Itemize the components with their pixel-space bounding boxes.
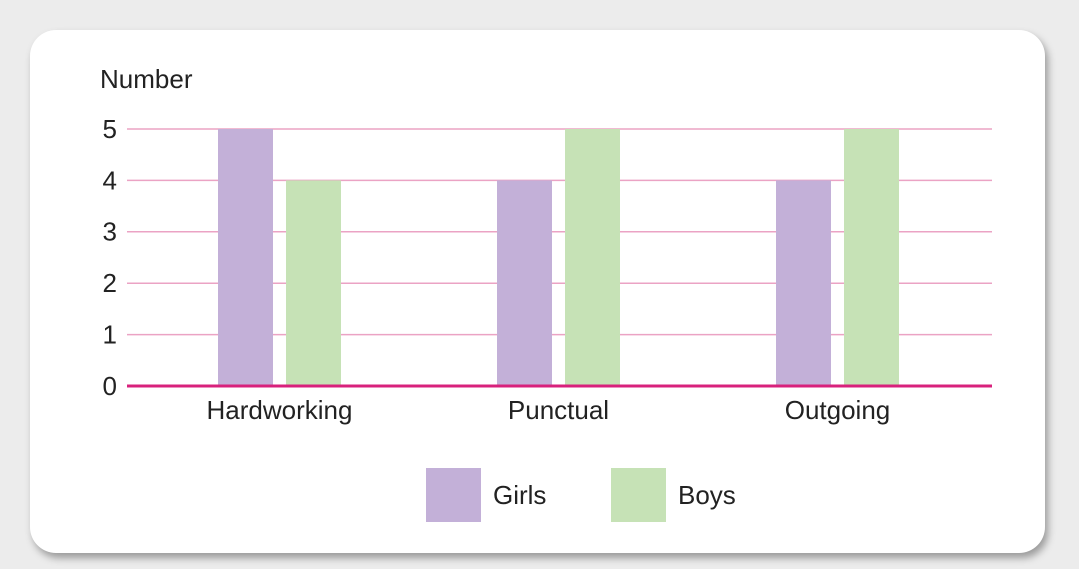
- y-tick-label: 3: [103, 217, 117, 247]
- y-tick-label: 4: [103, 165, 117, 195]
- y-tick-label: 0: [103, 371, 117, 401]
- y-tick-label: 1: [103, 319, 117, 349]
- y-axis-label: Number: [100, 64, 193, 94]
- x-tick-label: Punctual: [508, 395, 609, 425]
- legend-label: Girls: [493, 480, 546, 510]
- y-tick-label: 5: [103, 114, 117, 144]
- bar: [565, 129, 620, 386]
- legend-swatch: [611, 468, 666, 522]
- bar: [286, 180, 341, 386]
- legend-swatch: [426, 468, 481, 522]
- y-tick-label: 2: [103, 268, 117, 298]
- x-tick-label: Hardworking: [207, 395, 353, 425]
- x-tick-label: Outgoing: [785, 395, 891, 425]
- bar: [776, 180, 831, 386]
- bar: [844, 129, 899, 386]
- bar: [497, 180, 552, 386]
- bar: [218, 129, 273, 386]
- legend-label: Boys: [678, 480, 736, 510]
